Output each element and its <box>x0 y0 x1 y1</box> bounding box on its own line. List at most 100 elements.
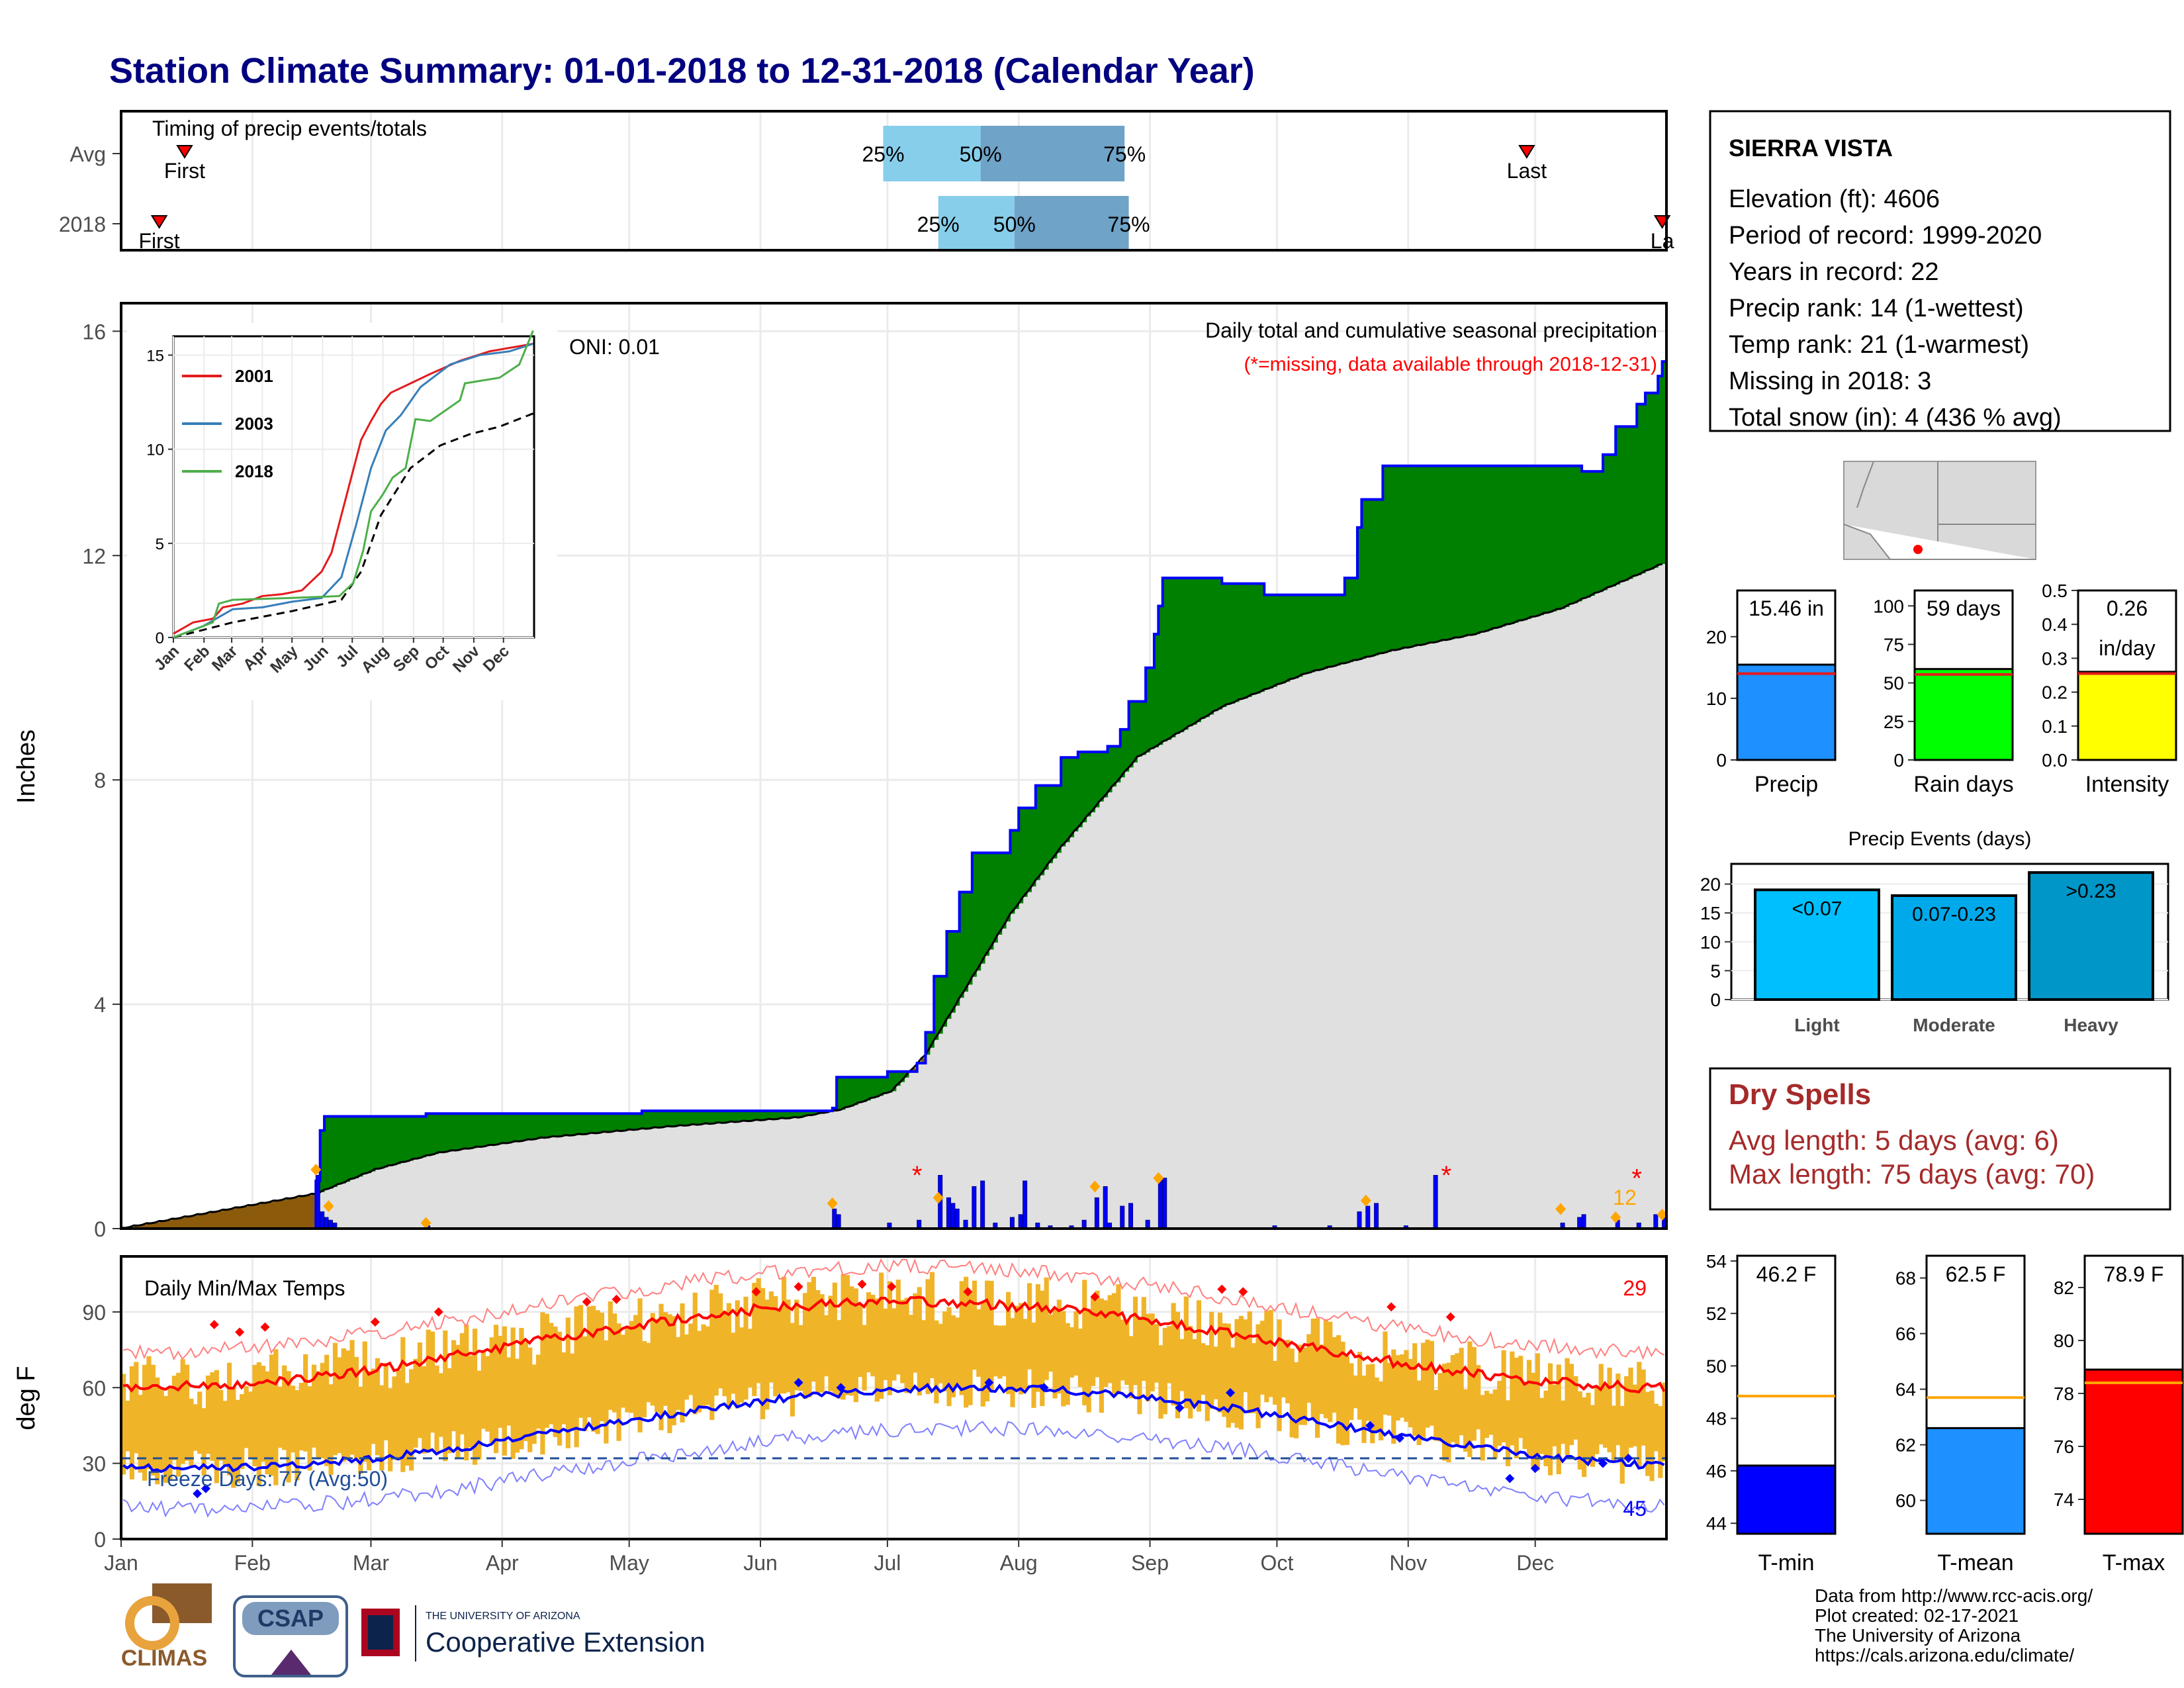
above-normal-area <box>1162 578 1167 742</box>
daily-temp-bar <box>1514 1357 1519 1458</box>
temp-bar-y-tick-label: 68 <box>1895 1268 1916 1289</box>
above-normal-area <box>701 1111 706 1125</box>
above-normal-area <box>1107 746 1113 793</box>
daily-temp-bar <box>1370 1364 1375 1444</box>
daily-temp-bar <box>1459 1348 1464 1436</box>
above-normal-area <box>1001 853 1007 929</box>
daily-temp-bar <box>396 1370 402 1461</box>
daily-temp-bar <box>1531 1372 1536 1468</box>
cold-day-marker <box>794 1378 803 1387</box>
below-normal-area <box>244 1206 249 1229</box>
cold-day-marker <box>1530 1464 1540 1474</box>
above-normal-area <box>472 1113 477 1149</box>
daily-temp-bar <box>451 1340 457 1431</box>
above-normal-area <box>480 1113 486 1147</box>
above-normal-area <box>1268 594 1273 689</box>
credit-line: Plot created: 02-17-2021 <box>1815 1605 2019 1626</box>
above-normal-area <box>887 1071 892 1093</box>
daily-temp-bar <box>1107 1295 1113 1383</box>
daily-temp-bar <box>1014 1305 1020 1391</box>
daily-temp-bar <box>612 1313 617 1413</box>
pct-25-label: 25% <box>862 142 904 166</box>
above-normal-area <box>510 1113 516 1143</box>
daily-temp-bar <box>1192 1339 1197 1406</box>
hot-day-marker <box>370 1317 380 1327</box>
below-normal-area <box>311 1194 316 1229</box>
above-normal-area <box>535 1113 541 1139</box>
daily-temp-bar <box>1349 1363 1354 1421</box>
record-min-line <box>122 1419 1665 1518</box>
above-normal-area <box>1310 594 1316 673</box>
missing-marker: * <box>912 1161 923 1190</box>
daily-temp-bar <box>1539 1397 1545 1454</box>
daily-temp-bar <box>1120 1319 1125 1381</box>
daily-temp-bar <box>684 1334 690 1400</box>
below-normal-area <box>265 1203 270 1229</box>
daily-temp-bar <box>637 1298 643 1432</box>
daily-temp-bar <box>472 1329 478 1465</box>
above-normal-area <box>557 1113 562 1137</box>
above-normal-area <box>1095 751 1100 808</box>
daily-temp-bar <box>726 1303 732 1409</box>
above-normal-area <box>811 1111 816 1115</box>
cold-day-marker <box>1365 1421 1375 1430</box>
above-normal-area <box>1230 583 1236 704</box>
above-normal-area <box>743 1111 749 1121</box>
daily-temp-bar <box>895 1280 901 1375</box>
daily-temp-bar <box>692 1292 698 1415</box>
daily-temp-bar <box>701 1324 706 1407</box>
temp-bar-category-label: T-mean <box>1937 1550 2013 1575</box>
month-label: Sep <box>1131 1551 1169 1575</box>
quartile-box-low <box>883 126 981 181</box>
daily-precip-bar <box>1653 1214 1659 1229</box>
above-normal-area <box>1061 757 1066 847</box>
daily-temp-bar <box>1132 1296 1138 1385</box>
daily-temp-bar <box>1124 1321 1130 1385</box>
event-bar-label: <0.07 <box>1792 898 1843 919</box>
above-normal-area <box>1315 594 1320 671</box>
daily-temp-bar <box>226 1362 232 1476</box>
daily-temp-bar <box>1455 1353 1460 1445</box>
above-normal-area <box>1361 499 1367 659</box>
daily-temp-bar <box>150 1364 156 1476</box>
daily-temp-bar <box>680 1303 685 1423</box>
above-normal-area <box>1365 499 1371 657</box>
event-category-label: Heavy <box>2064 1015 2118 1035</box>
daily-temp-bar <box>844 1275 850 1395</box>
hot-day-marker <box>857 1279 867 1289</box>
daily-temp-bar <box>1281 1341 1287 1398</box>
daily-temp-bar <box>828 1295 833 1391</box>
daily-temp-bar <box>1467 1341 1473 1458</box>
daily-temp-bar <box>311 1364 317 1448</box>
daily-temp-bar <box>1217 1312 1223 1413</box>
station-info-line: Temp rank: 21 (1-warmest) <box>1729 331 2029 359</box>
above-normal-area <box>972 853 977 977</box>
above-normal-area <box>752 1111 757 1121</box>
above-normal-area <box>591 1113 596 1133</box>
temp-bar-y-tick-label: 54 <box>1706 1251 1727 1272</box>
daily-temp-bar <box>1594 1386 1600 1454</box>
daily-temp-bar <box>1196 1300 1202 1412</box>
daily-temp-bar <box>1048 1314 1054 1372</box>
above-normal-area <box>1073 757 1079 831</box>
daily-temp-bar <box>1340 1341 1345 1446</box>
daily-temp-bar <box>1289 1348 1295 1438</box>
below-normal-area <box>189 1216 194 1229</box>
daily-temp-bar <box>1154 1324 1160 1383</box>
event-bar-label: >0.23 <box>2066 880 2116 902</box>
daily-temp-bar <box>159 1389 164 1472</box>
month-label: Dec <box>1516 1551 1554 1575</box>
above-normal-area <box>422 1116 427 1158</box>
daily-temp-bar <box>790 1323 795 1417</box>
daily-temp-bar <box>1040 1290 1045 1407</box>
below-normal-area <box>142 1225 147 1229</box>
daily-temp-bar <box>1543 1390 1549 1466</box>
daily-temp-bar <box>1056 1299 1062 1394</box>
daily-temp-bar <box>1319 1344 1324 1415</box>
daily-temp-bar <box>705 1326 711 1405</box>
above-normal-area <box>396 1116 401 1164</box>
daily-temp-bar <box>1023 1319 1028 1389</box>
above-normal-area <box>506 1113 512 1143</box>
